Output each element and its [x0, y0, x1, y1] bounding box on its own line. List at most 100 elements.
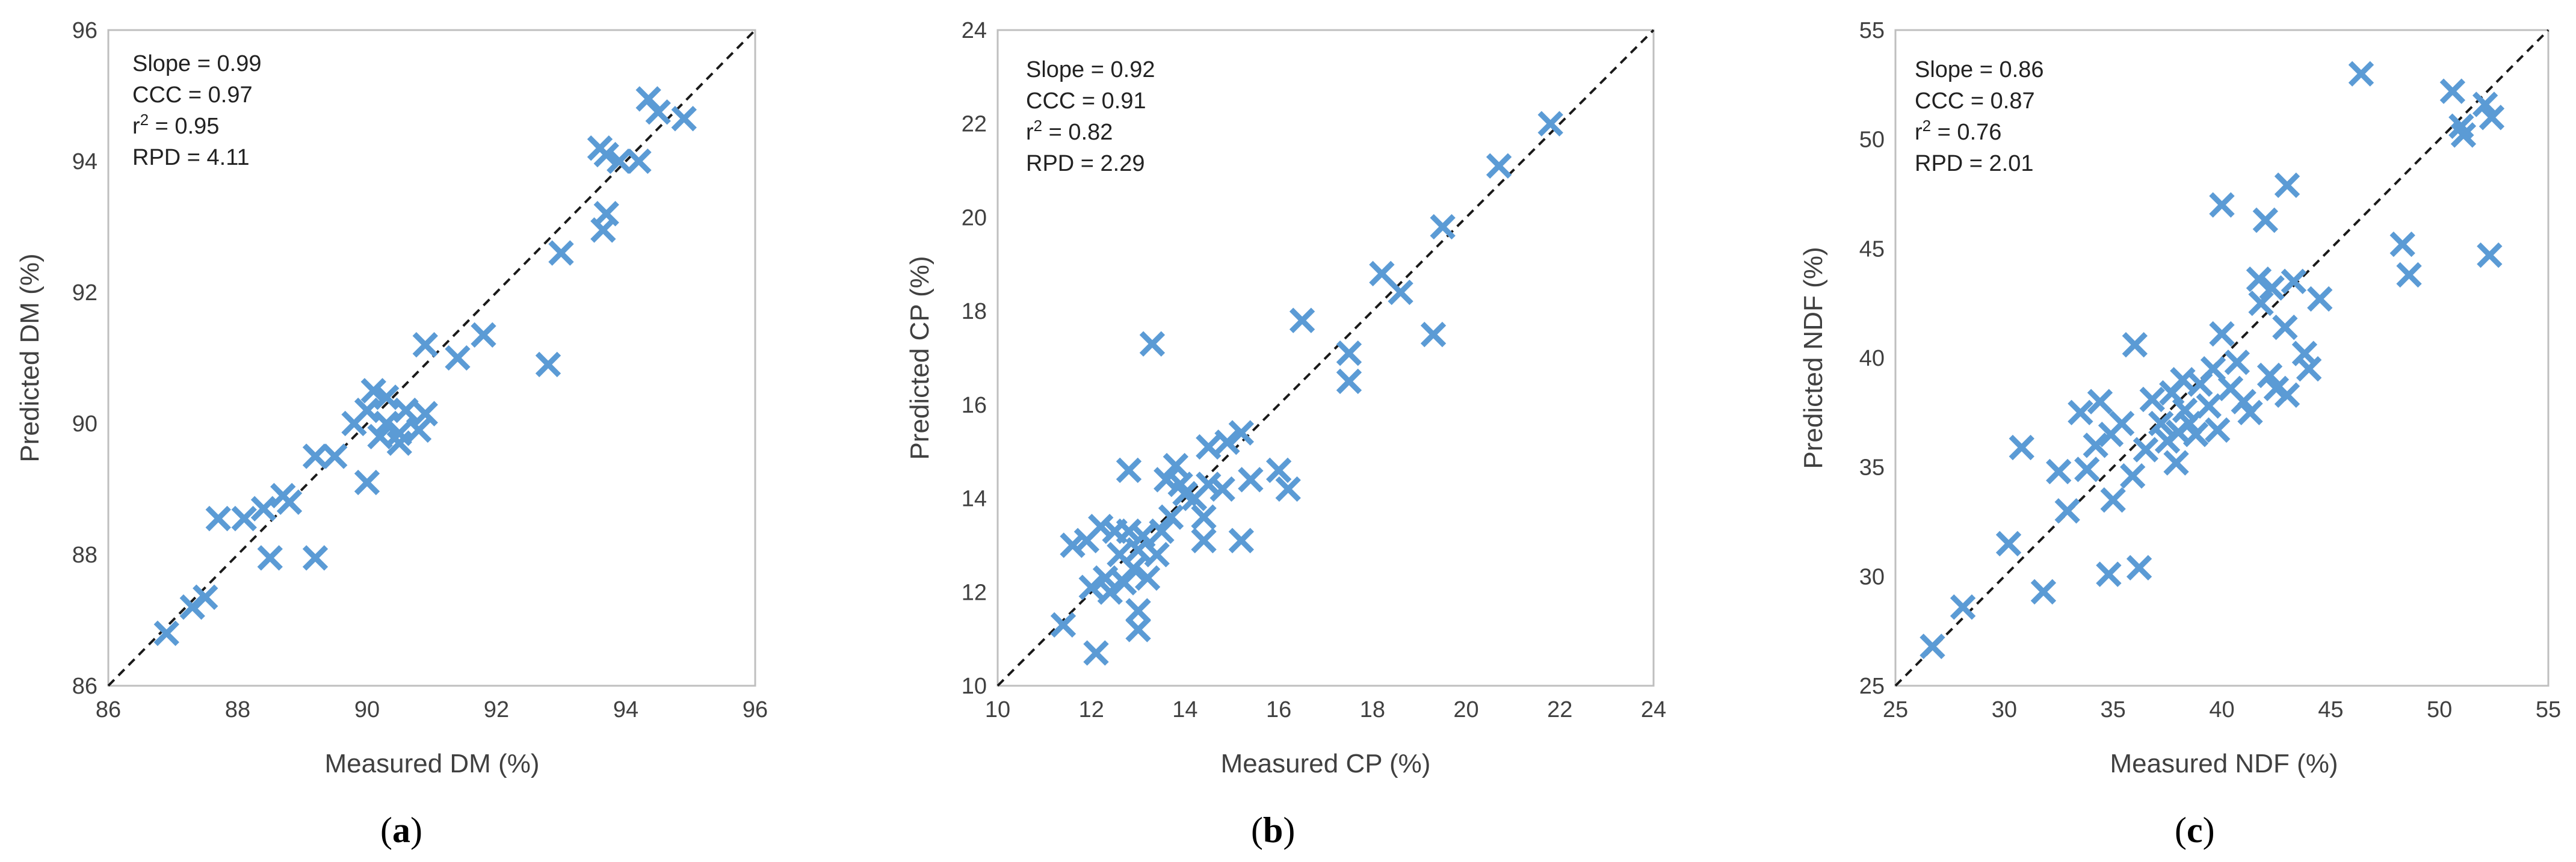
data-point	[1125, 598, 1151, 624]
data-point	[2479, 105, 2505, 131]
data-point	[374, 384, 400, 410]
data-point	[1120, 556, 1146, 582]
data-point	[2068, 399, 2093, 426]
stat-ccc: CCC = 0.87	[1915, 88, 2035, 114]
y-tick-label: 45	[1859, 236, 1885, 262]
data-point	[257, 545, 283, 571]
x-tick-labels: 25 30 35 40 45 50 55	[1883, 697, 2561, 722]
stat-rpd: RPD = 4.11	[132, 145, 250, 170]
data-point	[2009, 434, 2034, 461]
data-point	[2030, 579, 2057, 605]
y-tick-label: 40	[1859, 346, 1885, 371]
data-point	[2196, 393, 2222, 419]
stat-slope: Slope = 0.86	[1915, 57, 2043, 82]
data-point	[1995, 531, 2022, 557]
data-point	[2087, 389, 2113, 414]
y-tick-label: 24	[962, 18, 987, 43]
panel-a: 86 88 90 92 94 96 86 88 90 92 94 96 Slope = 0.99 C…	[15, 18, 768, 850]
data-point	[1537, 111, 1563, 137]
data-point	[302, 443, 329, 469]
data-point	[354, 469, 380, 496]
data-point	[1336, 340, 1362, 366]
r2-value: = 0.95	[149, 114, 219, 139]
data-point	[2248, 290, 2274, 316]
data-point	[2054, 498, 2080, 524]
data-point	[1486, 153, 1512, 179]
data-point	[406, 417, 432, 443]
data-point	[2281, 268, 2307, 295]
y-tick-label: 12	[962, 580, 987, 605]
x-tick-label: 16	[1266, 697, 1291, 722]
y-tick-label: 25	[1859, 674, 1885, 699]
data-point	[1388, 279, 1413, 306]
data-point	[1060, 532, 1086, 558]
data-point	[1116, 518, 1142, 544]
data-point	[548, 240, 574, 266]
stat-slope: Slope = 0.92	[1026, 57, 1155, 82]
y-tick-labels: 25 30 35 40 45 50 55	[1859, 18, 1885, 699]
r2-symbol: r	[132, 114, 140, 139]
data-point	[626, 148, 652, 174]
reference-line-1to1	[107, 29, 756, 687]
data-point	[1238, 467, 1264, 493]
data-point	[1111, 570, 1137, 596]
data-point	[205, 505, 231, 532]
data-point	[2205, 417, 2231, 443]
data-point	[2139, 386, 2165, 413]
x-tick-label: 25	[1883, 697, 1908, 722]
data-point	[2296, 356, 2322, 382]
panel-label-a: (a)	[380, 810, 422, 850]
x-tick-label: 55	[2536, 697, 2561, 722]
data-point	[302, 545, 329, 571]
data-point	[1116, 457, 1142, 484]
data-point	[535, 351, 561, 378]
y-tick-label: 96	[72, 18, 97, 43]
data-point	[250, 496, 277, 522]
data-point	[2389, 231, 2415, 257]
data-point	[2237, 399, 2263, 426]
x-tick-label: 12	[1079, 697, 1104, 722]
data-point	[1336, 368, 1362, 395]
stat-rpd: RPD = 2.01	[1915, 151, 2034, 176]
data-point	[2274, 172, 2300, 199]
x-tick-label: 90	[354, 697, 380, 722]
y-tick-label: 22	[962, 112, 987, 137]
x-tick-label: 40	[2209, 697, 2234, 722]
data-point	[354, 398, 380, 423]
data-point	[386, 430, 412, 456]
x-tick-labels: 86 88 90 92 94 96	[96, 697, 768, 722]
r2-superscript: 2	[140, 111, 149, 129]
data-point	[1088, 514, 1114, 540]
data-point	[360, 378, 386, 404]
data-point	[2148, 410, 2174, 437]
y-tick-label: 88	[72, 543, 97, 568]
data-point	[1191, 528, 1217, 553]
y-tick-label: 10	[962, 674, 987, 699]
data-point	[193, 584, 218, 611]
y-tick-label: 30	[1859, 564, 1885, 590]
x-axis-title: Measured DM (%)	[325, 749, 540, 778]
x-tick-label: 18	[1360, 697, 1385, 722]
data-point	[2074, 457, 2100, 482]
panel-label-b: (b)	[1251, 810, 1295, 850]
data-point	[2170, 367, 2196, 393]
data-point	[445, 345, 471, 371]
reference-line-1to1	[996, 29, 1655, 687]
data-point	[153, 620, 179, 646]
data-point	[1209, 476, 1235, 502]
data-point	[1289, 307, 1315, 333]
x-tick-label: 45	[2318, 697, 2343, 722]
data-point	[367, 423, 393, 449]
data-point	[1228, 528, 1255, 553]
r2-symbol: r	[1915, 120, 1923, 145]
data-point	[276, 489, 303, 515]
data-point	[2246, 266, 2272, 292]
y-tick-label: 20	[962, 205, 987, 230]
panel-b: 10 12 14 16 18 20 22 24 10 12 14 16 18 20 22 24 Slope …	[905, 18, 1666, 850]
data-point	[2209, 192, 2235, 218]
data-point	[2108, 410, 2135, 437]
data-point	[1920, 633, 1945, 659]
data-point	[2163, 450, 2189, 476]
data-point	[2450, 122, 2477, 148]
data-point	[1144, 541, 1170, 568]
